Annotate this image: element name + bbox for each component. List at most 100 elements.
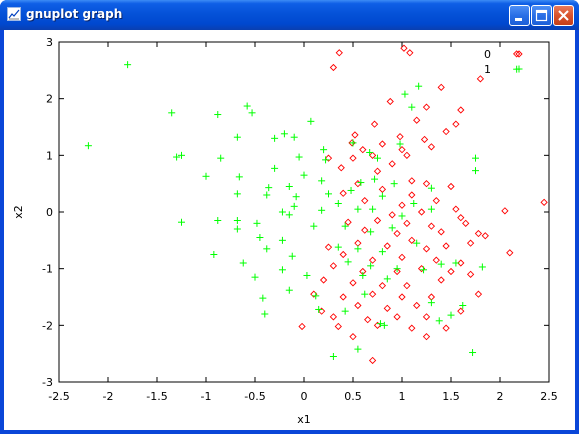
data-point-series-1 (374, 154, 381, 162)
data-point-series-1 (285, 211, 293, 219)
data-point-series-1 (124, 61, 132, 69)
data-point-series-0 (406, 49, 414, 57)
data-point-series-0 (335, 49, 343, 57)
data-point-series-0 (398, 146, 406, 154)
data-point-series-0 (393, 267, 401, 276)
data-point-series-1 (290, 202, 298, 210)
window-title: gnuplot graph (26, 7, 123, 21)
data-point-series-1 (243, 102, 251, 110)
data-point-series-1 (344, 258, 352, 266)
maximize-button[interactable] (531, 5, 552, 26)
data-point-series-0 (447, 267, 455, 276)
data-point-series-1 (354, 345, 362, 353)
data-point-series-1 (251, 273, 259, 281)
data-point-series-1 (168, 109, 176, 117)
data-point-series-0 (354, 239, 362, 247)
data-point-series-0 (442, 324, 450, 332)
data-point-series-0 (432, 256, 440, 264)
data-point-series-0 (442, 242, 450, 250)
data-point-series-0 (386, 97, 394, 106)
data-point-series-0 (417, 208, 426, 216)
x-tick-label: 1 (399, 390, 406, 403)
data-point-series-1 (84, 142, 92, 150)
legend-marker-series-0 (515, 50, 523, 58)
data-point-series-1 (325, 190, 332, 198)
data-point-series-1 (408, 103, 416, 111)
close-button[interactable] (553, 5, 574, 26)
data-point-series-0 (540, 198, 548, 207)
data-point-series-1 (376, 320, 384, 328)
data-point-series-0 (368, 290, 377, 298)
data-point-series-0 (319, 276, 328, 284)
data-point-series-0 (393, 313, 401, 321)
data-point-series-1 (415, 82, 423, 90)
data-point-series-0 (378, 140, 387, 148)
data-point-series-1 (354, 245, 362, 253)
data-point-series-1 (427, 299, 435, 307)
data-point-series-1 (388, 224, 396, 232)
data-point-series-0 (373, 167, 382, 175)
data-point-series-0 (447, 182, 455, 191)
data-point-series-0 (400, 44, 408, 52)
data-point-series-1 (233, 225, 241, 233)
gnuplot-graph-icon[interactable] (7, 7, 21, 21)
data-point-series-1 (235, 173, 243, 181)
data-point-series-1 (459, 302, 467, 309)
data-point-series-1 (452, 259, 460, 267)
data-point-series-1 (390, 180, 398, 188)
data-point-series-1 (278, 208, 286, 216)
plot-area: -2.5 -2 -1.5 -1 -0.5 0 0.5 1 1.5 2 2.5 -3 -2 -1 0 1 2 3 0… (4, 30, 575, 430)
data-point-series-1 (295, 153, 303, 161)
x-tick-label: 2 (497, 390, 504, 403)
minimize-button[interactable] (509, 5, 530, 26)
data-point-series-1 (334, 243, 342, 251)
data-point-series-1 (398, 212, 406, 220)
data-point-series-0 (383, 304, 391, 312)
data-point-series-0 (427, 143, 436, 151)
data-point-series-0 (337, 164, 345, 172)
data-point-series-0 (349, 333, 357, 341)
data-point-series-0 (513, 50, 521, 58)
data-point-series-0 (388, 211, 396, 219)
data-point-series-0 (501, 207, 509, 215)
data-point-series-1 (233, 133, 241, 141)
data-point-series-1 (259, 294, 267, 302)
data-point-series-1 (318, 206, 326, 214)
title-bar[interactable]: gnuplot graph (0, 0, 579, 30)
y-tick-label: -3 (42, 376, 53, 389)
data-point-series-1 (413, 239, 421, 247)
data-point-series-1 (278, 266, 286, 274)
data-point-series-1 (334, 200, 342, 207)
data-point-series-0 (474, 290, 483, 298)
data-point-series-1 (357, 179, 365, 187)
data-point-series-0 (457, 259, 465, 267)
x-tick-label: -2.5 (48, 390, 69, 403)
data-point-series-0 (361, 226, 369, 234)
data-point-series-0 (378, 185, 387, 193)
data-point-series-0 (388, 160, 396, 168)
data-point-series-0 (373, 216, 382, 225)
data-point-series-0 (427, 222, 436, 230)
data-point-series-0 (364, 316, 372, 324)
x-tick-label: -1.5 (146, 390, 167, 403)
data-point-series-1 (396, 140, 404, 148)
data-point-series-0 (457, 214, 465, 222)
data-point-series-0 (413, 301, 421, 310)
maximize-icon (535, 9, 548, 22)
data-point-series-0 (457, 307, 465, 315)
data-point-series-0 (393, 229, 401, 238)
data-point-series-1 (472, 154, 479, 162)
data-point-series-1 (233, 190, 241, 198)
data-point-series-1 (265, 184, 273, 192)
data-point-series-0 (349, 154, 357, 162)
data-point-series-1 (354, 205, 362, 213)
x-tick-label: 0 (301, 390, 308, 403)
data-point-series-1 (248, 109, 256, 117)
data-point-series-1 (300, 171, 308, 179)
data-point-series-0 (396, 132, 404, 141)
data-point-series-1 (383, 275, 391, 283)
data-point-series-0 (466, 239, 475, 247)
data-point-series-0 (474, 229, 483, 238)
